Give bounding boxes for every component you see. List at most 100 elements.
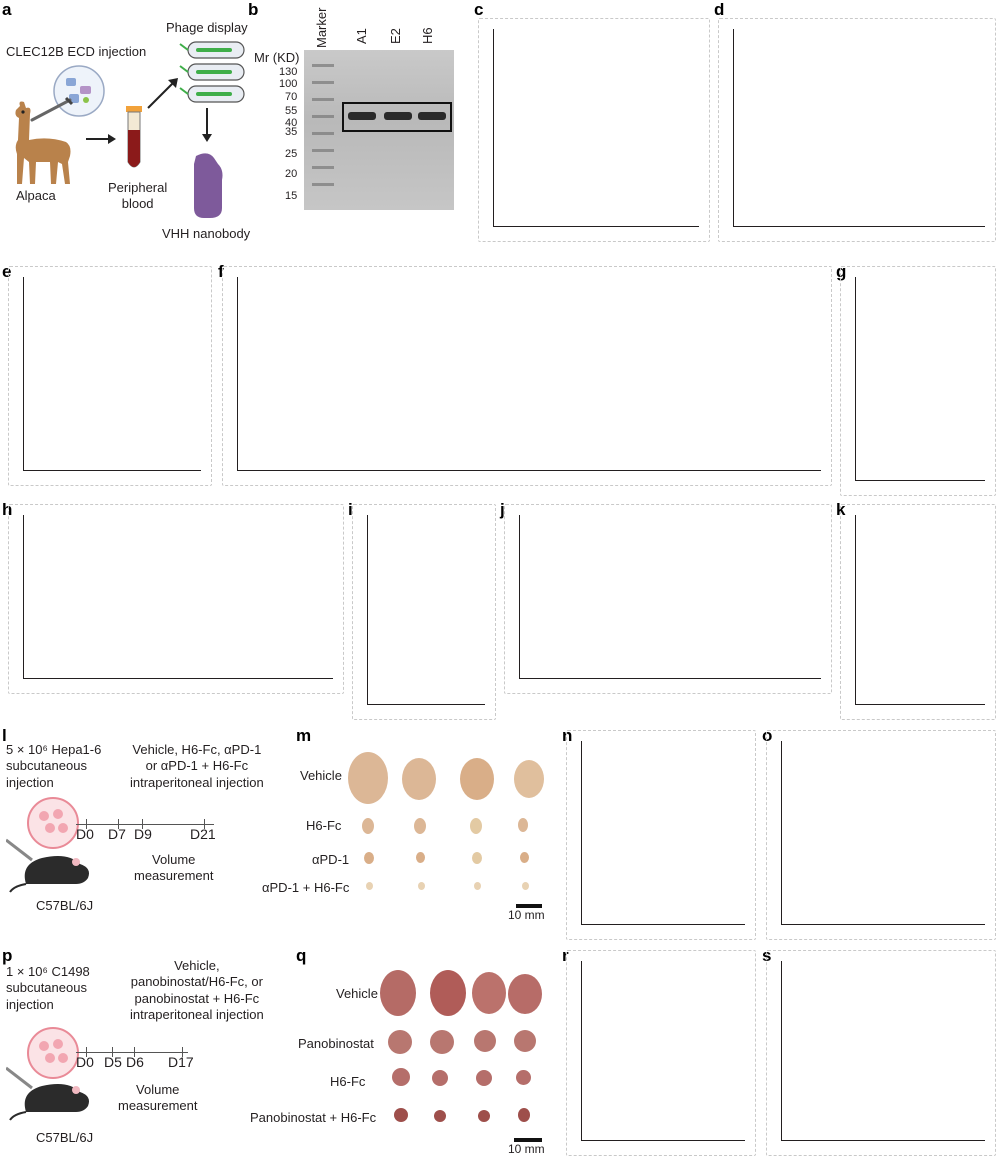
gel-lane-a1: A1 xyxy=(354,28,369,44)
panel-letter-a: a xyxy=(2,0,12,19)
c1498-measure-label: Volume measurement xyxy=(118,1082,198,1114)
panel-letter-b: b xyxy=(248,0,259,19)
tumor-photo xyxy=(394,1108,408,1122)
blood-label: Peripheral blood xyxy=(108,180,167,213)
tumor-row-label: Vehicle xyxy=(300,768,342,783)
panel-letter-e: e xyxy=(2,262,12,281)
hepa-timeline-tick xyxy=(204,819,205,829)
panel-letter-f: f xyxy=(218,262,224,281)
c1498-day-label: D5 xyxy=(104,1054,122,1070)
mouse-icon xyxy=(6,1066,89,1121)
c1498-timeline-tick xyxy=(134,1047,135,1057)
chart-slot-axes xyxy=(855,277,985,481)
panel-letter-r: r xyxy=(562,946,569,965)
arrow-right-icon xyxy=(86,134,116,144)
gel-lane-e2: E2 xyxy=(388,28,403,44)
mw-tick: 55 xyxy=(285,105,298,117)
tumor-photo xyxy=(514,760,544,798)
tumor-row-label: H6-Fc xyxy=(330,1074,366,1089)
chart-slot-axes xyxy=(23,515,333,679)
tumor-scale-label: 10 mm xyxy=(508,1142,545,1156)
gel-band-a1 xyxy=(348,112,376,120)
tumor-photo xyxy=(432,1070,448,1086)
blood-label-text: Peripheral blood xyxy=(108,180,168,212)
chart-slot-axes xyxy=(493,29,699,227)
panel-letter-n: n xyxy=(562,726,573,745)
tumor-scale-bar xyxy=(516,904,542,908)
tumor-photo xyxy=(508,974,542,1014)
panel-letter-p: p xyxy=(2,946,13,965)
tumor-row-label: Panobinostat xyxy=(298,1036,374,1051)
chart-slot-axes xyxy=(733,29,985,227)
chart-slot-axes xyxy=(519,515,821,679)
tumor-photo xyxy=(518,1108,530,1122)
tumor-photo xyxy=(364,852,374,864)
tumor-photo xyxy=(366,882,373,890)
tumor-photo xyxy=(392,1068,410,1086)
panel-letter-o: o xyxy=(762,726,773,745)
c1498-treatment-label: Vehicle, panobinostat/H6-Fc, or panobino… xyxy=(130,958,264,1022)
tumor-row-label: H6-Fc xyxy=(306,818,342,833)
gel-marker-label: Marker xyxy=(314,7,329,48)
gel-image xyxy=(304,50,454,210)
gel-band-e2 xyxy=(384,112,412,120)
tumor-photo xyxy=(434,1110,446,1122)
chart-slot-j xyxy=(504,504,832,694)
gel-mr-label: Mr (KD) xyxy=(254,50,300,65)
alpaca-icon xyxy=(15,101,71,184)
blood-tube-icon xyxy=(126,106,142,168)
chart-slot-n xyxy=(566,730,756,940)
c1498-day-label: D0 xyxy=(76,1054,94,1070)
tumor-photo xyxy=(416,852,425,863)
nanobody-icon xyxy=(194,153,223,218)
tumor-photo xyxy=(474,882,481,890)
tumor-photo xyxy=(520,852,529,863)
hepa-cells-label: 5 × 10⁶ Hepa1-6 subcutaneous injection xyxy=(6,742,102,790)
chart-slot-axes xyxy=(781,961,985,1141)
arrow-up-right-icon xyxy=(147,78,178,109)
tumor-photo xyxy=(414,818,426,834)
hepa-day-label: D0 xyxy=(76,826,94,842)
tumor-photo xyxy=(388,1030,412,1054)
panel-letter-l: l xyxy=(2,726,7,745)
tumor-row-label: αPD-1 + H6-Fc xyxy=(262,880,350,895)
tumor-photo xyxy=(472,852,482,864)
tumor-photo xyxy=(478,1110,490,1122)
tumor-row-label: Panobinostat + H6-Fc xyxy=(250,1110,377,1125)
hepa-treatment-label: Vehicle, H6-Fc, αPD-1 or αPD-1 + H6-Fc i… xyxy=(130,742,264,790)
tumor-scale-bar xyxy=(514,1138,542,1142)
syringe-icon xyxy=(30,96,74,122)
dish-icon xyxy=(27,1027,79,1079)
mw-tick: 130 xyxy=(279,66,298,78)
panel-letter-c: c xyxy=(474,0,484,19)
c1498-day-label: D17 xyxy=(168,1054,194,1070)
alpaca-label: Alpaca xyxy=(16,188,56,203)
chart-slot-c xyxy=(478,18,710,242)
chart-slot-axes xyxy=(23,277,201,471)
chart-slot-r xyxy=(566,950,756,1156)
chart-slot-d xyxy=(718,18,996,242)
panel-letter-m: m xyxy=(296,726,312,745)
panel-letter-i: i xyxy=(348,500,353,519)
chart-slot-h xyxy=(8,504,344,694)
panel-letter-h: h xyxy=(2,500,13,519)
c1498-timeline-tick xyxy=(182,1047,183,1057)
chart-slot-axes xyxy=(581,741,745,925)
tumor-photo xyxy=(514,1030,536,1052)
mw-tick: 25 xyxy=(285,148,298,160)
c1498-cells-label: 1 × 10⁶ C1498 subcutaneous injection xyxy=(6,964,90,1012)
vhh-label: VHH nanobody xyxy=(162,226,251,241)
panel-letter-q: q xyxy=(296,946,307,965)
hepa-measure-label: Volume measurement xyxy=(134,852,214,884)
chart-slot-axes xyxy=(367,515,485,705)
chart-slot-axes xyxy=(581,961,745,1141)
tumor-photo xyxy=(474,1030,496,1052)
tumor-photo xyxy=(460,758,494,800)
chart-slot-o xyxy=(766,730,996,940)
tumor-photo xyxy=(362,818,374,834)
panel-letter-g: g xyxy=(836,262,847,281)
c1498-mouse-label: C57BL/6J xyxy=(36,1130,94,1145)
mw-tick: 70 xyxy=(285,91,298,103)
gel-highlight-box xyxy=(342,102,452,132)
hepa-timeline-tick xyxy=(86,819,87,829)
